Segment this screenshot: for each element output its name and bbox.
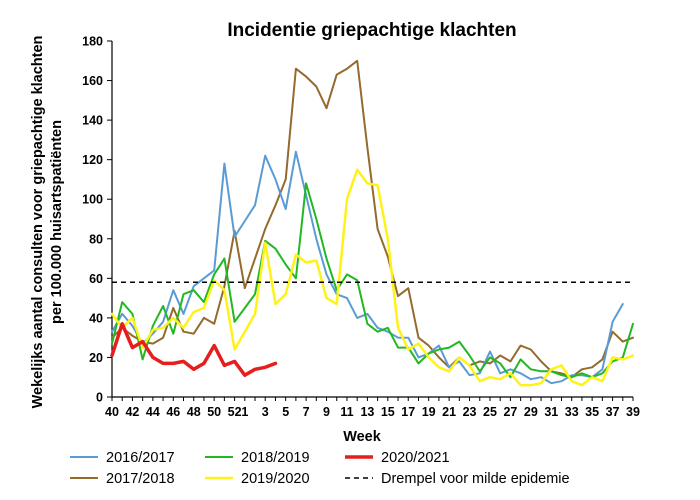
x-tick-label: 17 — [401, 405, 415, 419]
y-tick-label: 40 — [89, 311, 103, 325]
y-ticks: 0 20 40 60 80 100 120 140 160 180 — [82, 35, 112, 405]
x-tick-label: 19 — [422, 405, 436, 419]
y-tick-label: 20 — [89, 351, 103, 365]
x-tick-label: 39 — [626, 405, 640, 419]
legend-item: Drempel voor milde epidemie — [345, 471, 570, 487]
series-line-2017-2018 — [111, 59, 634, 379]
x-tick-label: 15 — [381, 405, 395, 419]
legend-item: 2016/2017 — [70, 450, 175, 466]
x-tick-label: 7 — [303, 405, 310, 419]
y-tick-label: 120 — [82, 153, 103, 167]
series-line-2016-2017 — [111, 150, 624, 385]
x-tick-label: 33 — [565, 405, 579, 419]
x-tick-label: 50 — [207, 405, 221, 419]
x-tick-label: 46 — [166, 405, 180, 419]
x-tick-label: 3 — [262, 405, 269, 419]
x-tick-label: 27 — [503, 405, 517, 419]
legend-label: 2018/2019 — [241, 450, 310, 466]
legend-item: 2017/2018 — [70, 471, 175, 487]
y-axis-title-line-2: per 100.000 huisartspatiënten — [49, 120, 65, 324]
x-tick-label: 52 — [228, 405, 242, 419]
x-tick-label: 1 — [241, 405, 248, 419]
x-tick-label: 31 — [544, 405, 558, 419]
x-tick-label: 9 — [323, 405, 330, 419]
x-tick-label: 42 — [125, 405, 139, 419]
legend-item: 2018/2019 — [205, 450, 310, 466]
x-tick-label: 37 — [606, 405, 620, 419]
legend-item: 2019/2020 — [205, 471, 310, 487]
legend-label: 2017/2018 — [106, 471, 175, 487]
legend: 2016/2017 2018/2019 2020/2021 2017/2018 2019… — [70, 450, 570, 487]
legend-label: 2019/2020 — [241, 471, 310, 487]
x-tick-label: 5 — [282, 405, 289, 419]
x-tick-label: 25 — [483, 405, 497, 419]
series-line-2018-2019 — [111, 182, 634, 379]
x-tick-label: 13 — [360, 405, 374, 419]
chart-title: Incidentie griepachtige klachten — [227, 20, 516, 41]
y-tick-label: 180 — [82, 35, 103, 49]
y-axis-title: Wekelijks aantal consulten voor griepach… — [30, 36, 65, 409]
legend-label: Drempel voor milde epidemie — [381, 471, 570, 487]
series-line-2020-2021 — [110, 322, 278, 377]
legend-label: 2016/2017 — [106, 450, 175, 466]
y-axis-title-line-1: Wekelijks aantal consulten voor griepach… — [30, 36, 46, 409]
x-tick-label: 21 — [442, 405, 456, 419]
x-tick-label: 48 — [187, 405, 201, 419]
x-axis-title: Week — [343, 429, 382, 445]
x-tick-label: 29 — [524, 405, 538, 419]
y-tick-label: 0 — [96, 391, 103, 405]
series-line-2019-2020 — [110, 168, 635, 387]
legend-item: 2020/2021 — [345, 450, 450, 466]
legend-label: 2020/2021 — [381, 450, 450, 466]
y-tick-label: 100 — [82, 193, 103, 207]
x-tick-label: 44 — [146, 405, 160, 419]
axes — [111, 41, 633, 398]
x-tick-label: 23 — [463, 405, 477, 419]
x-tick-label: 40 — [105, 405, 119, 419]
y-tick-label: 80 — [89, 232, 103, 246]
series-lines — [110, 59, 635, 387]
y-tick-label: 140 — [82, 114, 103, 128]
y-tick-label: 160 — [82, 74, 103, 88]
x-tick-label: 35 — [585, 405, 599, 419]
x-tick-label: 11 — [340, 405, 353, 419]
x-ticks: 40 42 44 46 48 50 52 1 3 5 7 9 11 13 15 17 19 21 23 25 27 29 3… — [105, 397, 640, 419]
y-tick-label: 60 — [89, 272, 103, 286]
